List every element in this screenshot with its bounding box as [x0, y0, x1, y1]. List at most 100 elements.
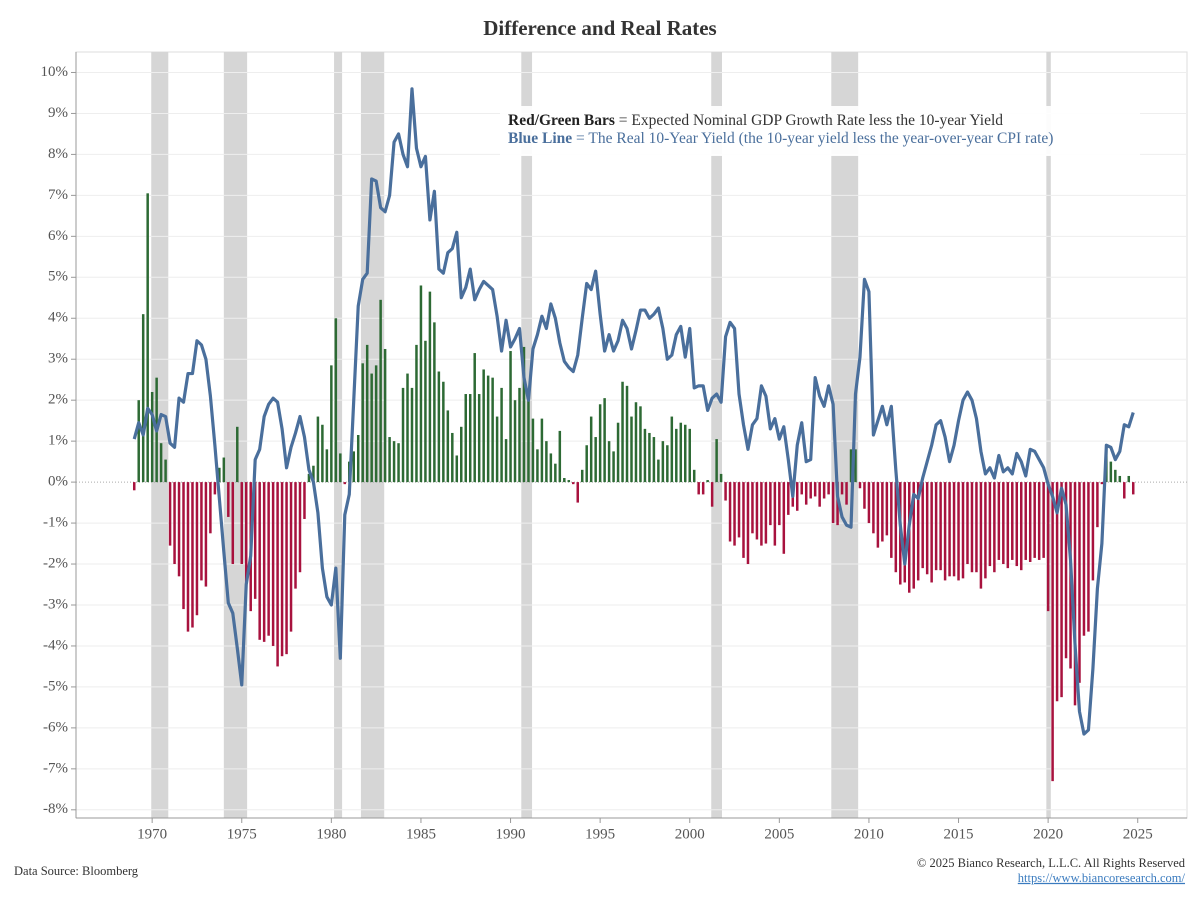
bar: [1064, 482, 1068, 659]
bar: [531, 418, 535, 483]
bar: [733, 482, 736, 546]
bar: [661, 441, 665, 483]
bar: [572, 482, 575, 485]
bar: [406, 373, 409, 483]
bar: [997, 482, 1001, 560]
bar: [876, 482, 880, 548]
bar: [527, 400, 530, 483]
copyright: © 2025 Bianco Research, L.L.C. All Right…: [917, 856, 1186, 870]
bar: [1006, 482, 1010, 569]
bar: [1046, 482, 1050, 612]
recession-shade: [1046, 52, 1051, 818]
bar: [361, 363, 364, 483]
bar: [415, 344, 418, 483]
bar: [831, 482, 835, 524]
bar: [433, 322, 436, 483]
bar: [227, 482, 230, 517]
bar: [755, 482, 759, 540]
legend-line-name: Blue Line: [508, 130, 572, 147]
bar: [710, 482, 714, 507]
bar: [365, 344, 369, 483]
bar: [1055, 482, 1059, 702]
bar: [182, 482, 185, 610]
y-tick-label: 2%: [48, 392, 68, 408]
bar: [930, 482, 933, 583]
bar: [491, 377, 494, 483]
bar: [701, 482, 705, 495]
bar: [419, 285, 423, 483]
bar: [1100, 482, 1104, 485]
bar: [782, 482, 786, 554]
bar: [925, 482, 929, 575]
bar: [903, 482, 907, 583]
legend-bars-name: Red/Green Bars: [508, 112, 615, 129]
bar: [724, 482, 727, 501]
bar: [863, 482, 866, 509]
url-link[interactable]: https://www.biancoresearch.com/: [1018, 871, 1186, 885]
bar: [464, 394, 467, 483]
y-tick-label: -3%: [43, 596, 68, 612]
y-tick-label: 6%: [48, 228, 68, 244]
bar: [800, 482, 803, 495]
bar: [1123, 482, 1126, 499]
bar: [177, 482, 181, 577]
bar: [258, 482, 261, 640]
bar: [509, 351, 512, 483]
bar: [343, 482, 347, 485]
bar: [500, 387, 503, 483]
bar: [244, 482, 248, 589]
y-tick-label: -1%: [43, 515, 68, 531]
bar: [607, 441, 611, 483]
bar: [146, 193, 149, 483]
bar: [298, 482, 302, 573]
bar: [822, 482, 826, 499]
legend-line-text: = The Real 10-Year Yield (the 10-year yi…: [576, 130, 1053, 147]
bar: [218, 467, 221, 483]
bar: [477, 394, 481, 483]
y-tick-label: 1%: [48, 433, 68, 449]
bar: [1002, 482, 1005, 565]
x-tick-label: 2020: [1033, 826, 1063, 842]
bar: [1073, 482, 1077, 706]
bar: [746, 482, 750, 565]
bar: [334, 318, 338, 483]
bar: [312, 465, 315, 483]
bar: [890, 482, 893, 558]
bar: [558, 430, 562, 483]
y-tick-label: -7%: [43, 760, 68, 776]
bar: [652, 437, 656, 483]
bar: [316, 416, 320, 483]
bar: [988, 482, 992, 567]
y-tick-label: 0%: [48, 474, 68, 490]
bar: [370, 373, 373, 483]
bar: [213, 482, 217, 495]
bar: [1087, 482, 1090, 632]
bar: [168, 482, 172, 546]
bar: [271, 482, 275, 646]
x-tick-label: 2025: [1123, 826, 1153, 842]
bar: [442, 381, 445, 483]
bar: [648, 432, 651, 483]
bar: [397, 443, 400, 483]
y-tick-label: -8%: [43, 801, 68, 817]
bar: [580, 469, 584, 483]
bar: [737, 482, 741, 538]
bar: [594, 437, 597, 483]
bar: [827, 482, 830, 495]
bar: [1019, 482, 1023, 571]
bar: [706, 480, 709, 483]
bar: [383, 348, 387, 483]
bar: [455, 455, 459, 483]
bar: [943, 482, 947, 581]
bar: [374, 365, 378, 483]
bar: [1033, 482, 1036, 558]
bar: [885, 482, 889, 536]
bar: [970, 482, 974, 573]
bar: [1024, 482, 1027, 560]
x-tick-label: 2005: [764, 826, 794, 842]
bar: [728, 482, 732, 542]
bar: [1037, 482, 1041, 560]
bar: [630, 416, 633, 483]
source: Data Source: Bloomberg: [14, 864, 139, 878]
bar: [881, 482, 884, 542]
